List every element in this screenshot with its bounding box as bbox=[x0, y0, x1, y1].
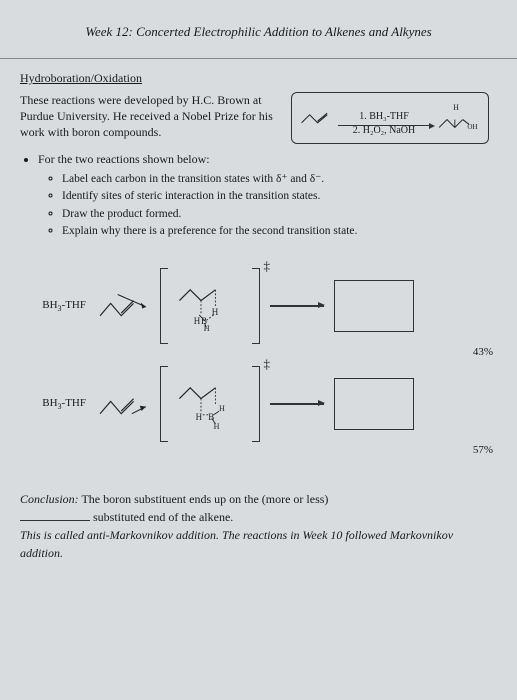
sub-bullet: Label each carbon in the transition stat… bbox=[62, 171, 489, 188]
bullet-lead: For the two reactions shown below: Label… bbox=[38, 152, 489, 240]
double-dagger-icon: ‡ bbox=[264, 356, 271, 372]
section-heading: Hydroboration/Oxidation bbox=[20, 71, 489, 86]
svg-text:H: H bbox=[214, 422, 220, 431]
arrow-icon bbox=[270, 403, 324, 404]
ts-structure-1: H H B H bbox=[174, 278, 246, 334]
fill-blank[interactable] bbox=[20, 511, 90, 521]
product-structure: H OH bbox=[436, 100, 480, 136]
row-reagent-label: BH3-THF bbox=[30, 397, 86, 411]
bullet-list: For the two reactions shown below: Label… bbox=[38, 152, 489, 240]
reaction-row-2: BH3-THF ‡ H B H H bbox=[30, 366, 489, 442]
sub-bullet: Explain why there is a preference for th… bbox=[62, 223, 489, 240]
conclusion-line1b: substituted end of the alkene. bbox=[93, 510, 233, 524]
reagent-arrow: 1. BH₃-THF 2. H₂O₂, NaOH bbox=[338, 110, 430, 126]
intro-row: These reactions were developed by H.C. B… bbox=[20, 92, 489, 144]
svg-text:OH: OH bbox=[467, 123, 477, 131]
double-dagger-icon: ‡ bbox=[264, 258, 271, 274]
reaction-scheme-box: 1. BH₃-THF 2. H₂O₂, NaOH H OH bbox=[291, 92, 489, 144]
conclusion-line2: This is called anti-Markovnikov addition… bbox=[20, 528, 453, 560]
bracket-right bbox=[252, 366, 260, 442]
transition-state-2: ‡ H B H H bbox=[160, 366, 260, 442]
starting-alkene bbox=[96, 291, 150, 321]
svg-text:H: H bbox=[204, 324, 210, 333]
svg-text:H: H bbox=[219, 404, 225, 413]
divider bbox=[0, 58, 517, 59]
svg-text:H: H bbox=[194, 316, 201, 326]
conclusion-block: Conclusion: The boron substituent ends u… bbox=[20, 490, 489, 562]
row-reagent-label: BH3-THF bbox=[30, 299, 86, 313]
bullet-lead-text: For the two reactions shown below: bbox=[38, 152, 210, 166]
intro-text: These reactions were developed by H.C. B… bbox=[20, 92, 283, 144]
product-box-2[interactable] bbox=[334, 378, 414, 430]
bracket-left bbox=[160, 268, 168, 344]
reaction-row-1: BH3-THF ‡ H H B H bbox=[30, 268, 489, 344]
yield-2: 57% bbox=[473, 444, 493, 456]
sub-bullet-list: Label each carbon in the transition stat… bbox=[62, 171, 489, 240]
diagram-area: BH3-THF ‡ H H B H bbox=[30, 268, 489, 442]
substrate-structure bbox=[300, 109, 332, 127]
sub-bullet: Draw the product formed. bbox=[62, 206, 489, 223]
ts-structure-2: H B H H bbox=[174, 376, 246, 432]
sub-bullet: Identify sites of steric interaction in … bbox=[62, 188, 489, 205]
transition-state-1: ‡ H H B H bbox=[160, 268, 260, 344]
arrow-icon bbox=[270, 305, 324, 306]
bracket-left bbox=[160, 366, 168, 442]
conclusion-line1a: The boron substituent ends up on the (mo… bbox=[81, 492, 328, 506]
svg-text:H: H bbox=[196, 412, 203, 422]
starting-alkene bbox=[96, 389, 150, 419]
page-title: Week 12: Concerted Electrophilic Additio… bbox=[28, 24, 489, 40]
bracket-right bbox=[252, 268, 260, 344]
reagent-1: 1. BH₃-THF bbox=[359, 111, 409, 122]
svg-text:H: H bbox=[453, 103, 459, 112]
conclusion-lead: Conclusion: bbox=[20, 492, 79, 506]
yield-1: 43% bbox=[473, 346, 493, 358]
reagent-2: 2. H₂O₂, NaOH bbox=[338, 124, 430, 138]
product-box-1[interactable] bbox=[334, 280, 414, 332]
